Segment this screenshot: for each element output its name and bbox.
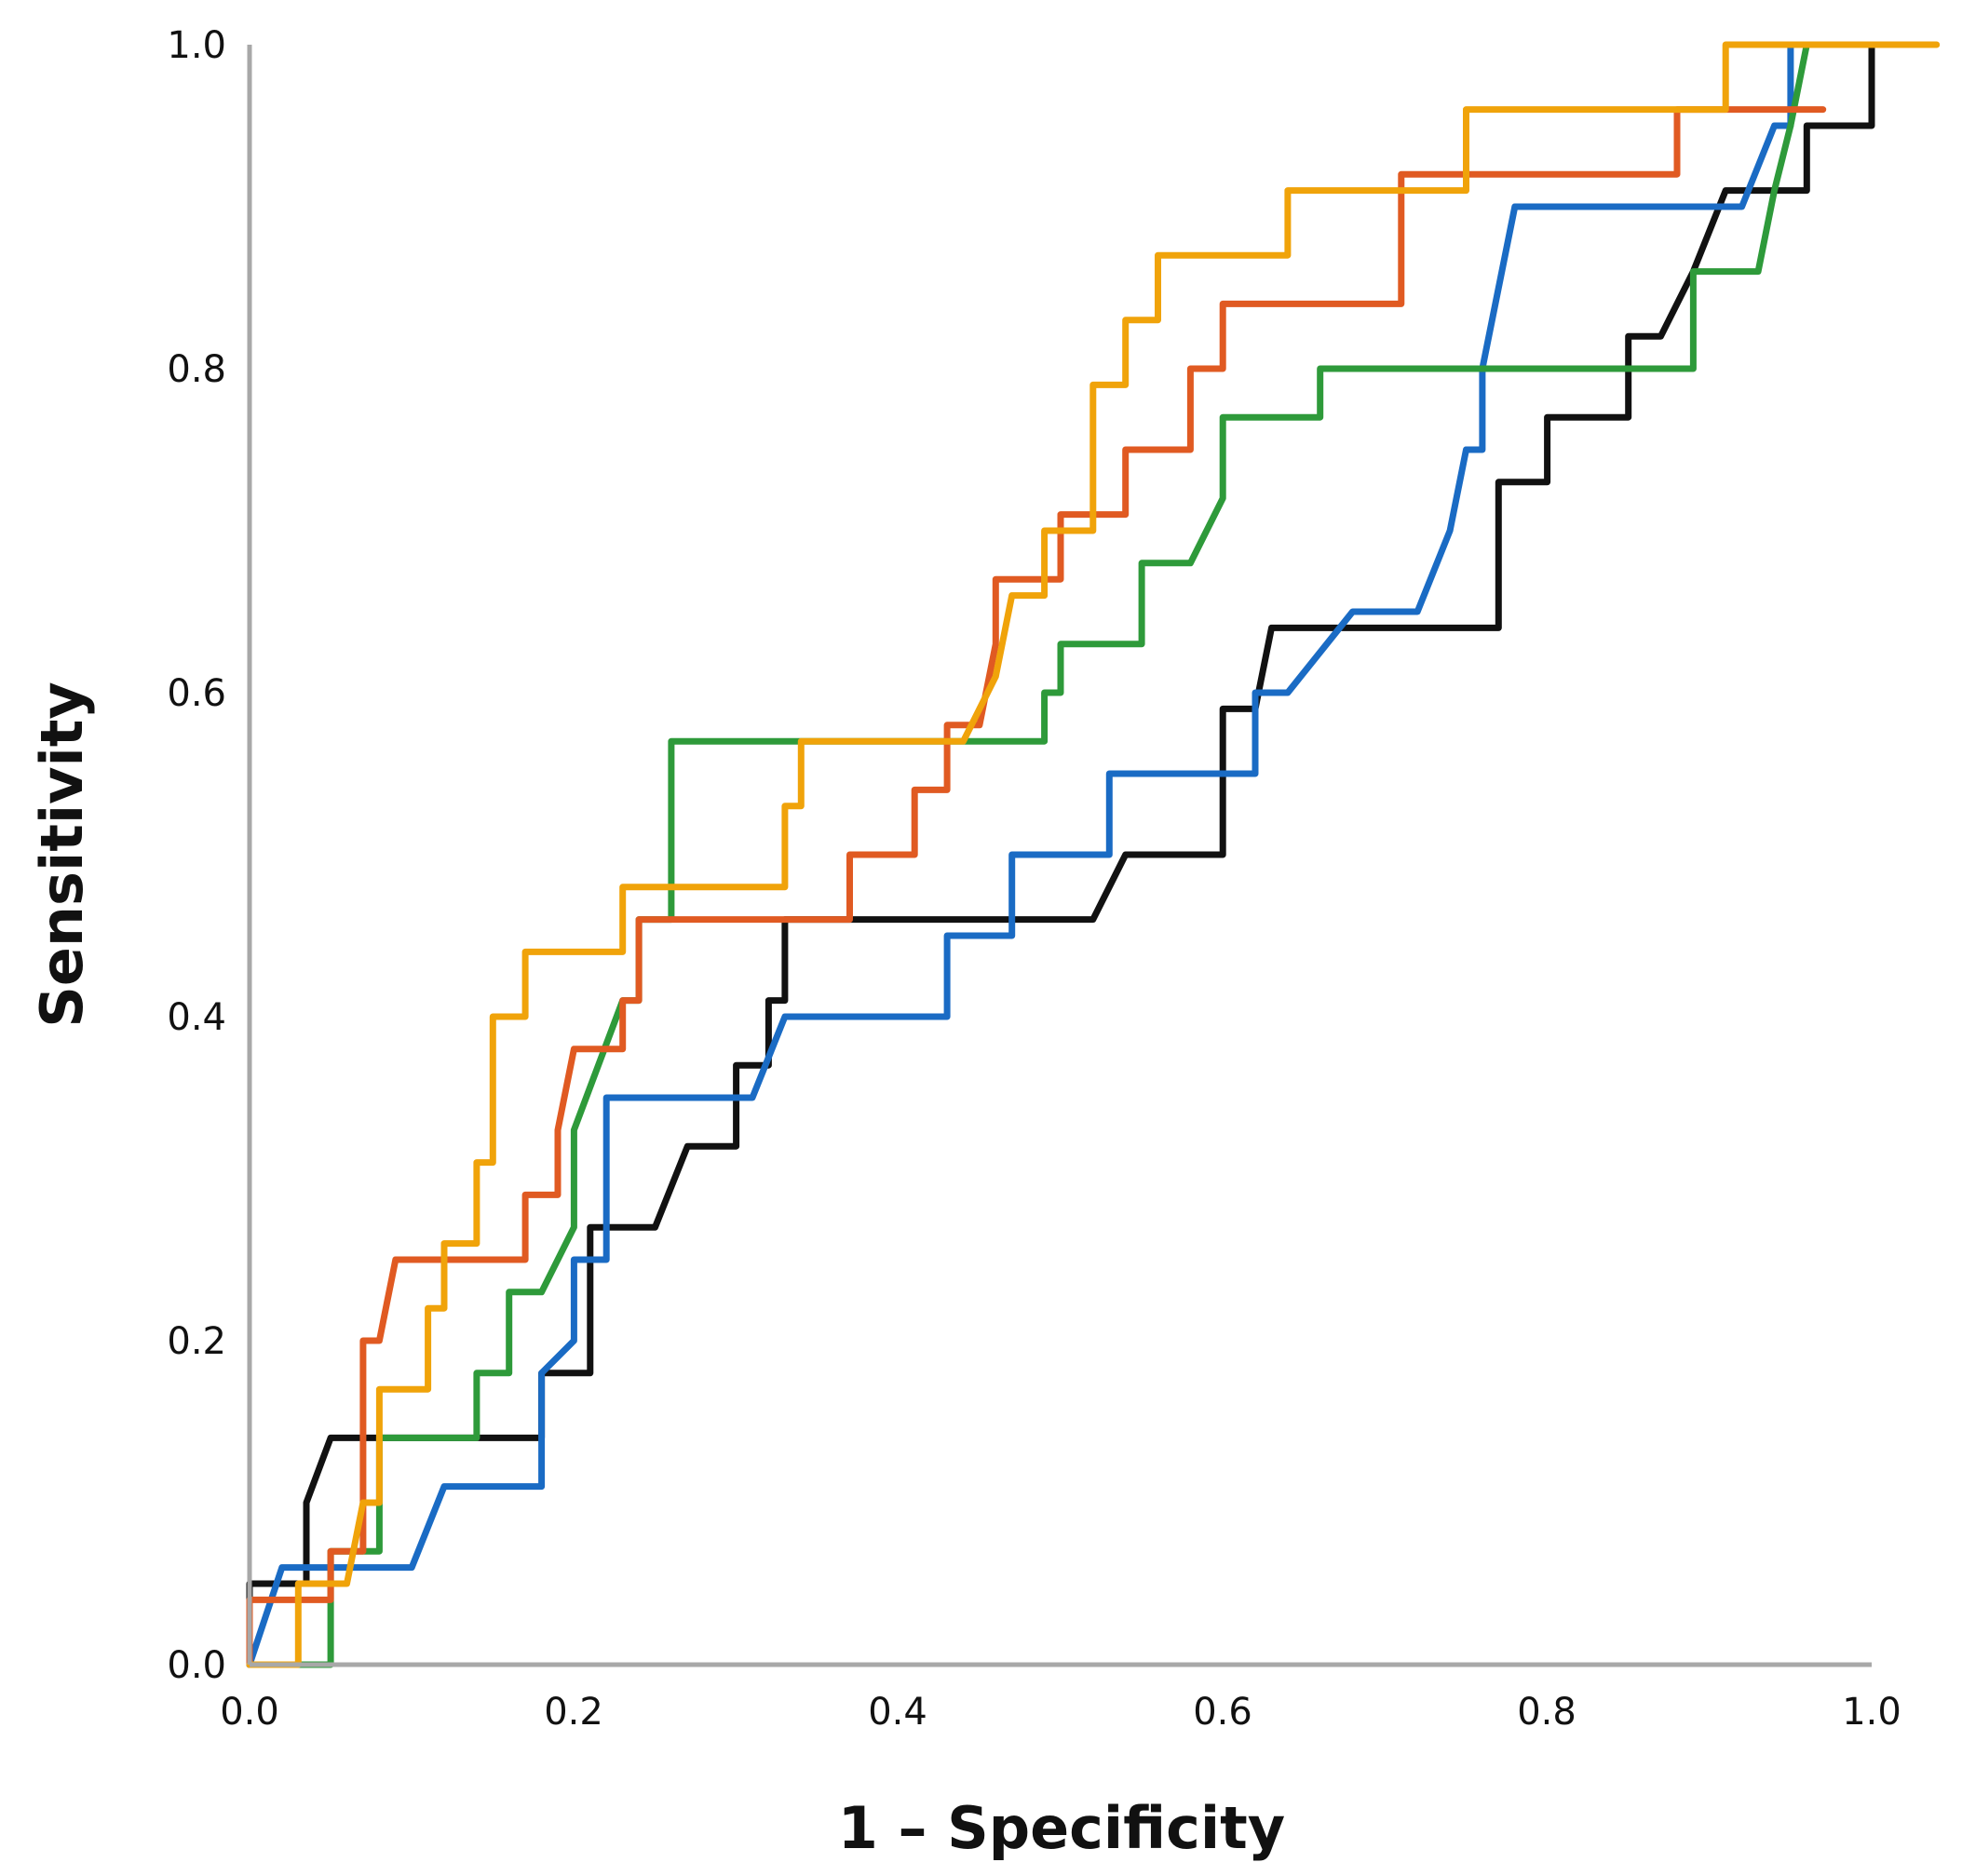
y-tick-label: 0.2: [167, 1320, 226, 1363]
x-tick-label: 0.8: [1517, 1691, 1576, 1734]
series-layer: [246, 41, 1941, 1668]
y-tick-label: 0.6: [167, 672, 226, 715]
roc-curve-orange: [246, 41, 1941, 1668]
x-tick-label: 0.6: [1193, 1691, 1252, 1734]
x-tick-label: 0.0: [220, 1691, 279, 1734]
x-axis-title: 1 – Specificity: [838, 1794, 1285, 1862]
x-tick-label: 0.2: [544, 1691, 603, 1734]
y-tick-labels: 0.0 0.2 0.4 0.6 0.8 1.0: [167, 24, 226, 1687]
x-tick-labels: 0.0 0.2 0.4 0.6 0.8 1.0: [220, 1691, 1901, 1734]
x-tick-label: 0.4: [868, 1691, 927, 1734]
y-tick-label: 0.0: [167, 1644, 226, 1687]
y-tick-label: 0.8: [167, 348, 226, 391]
y-axis-title: Sensitivity: [28, 682, 96, 1028]
y-tick-label: 1.0: [167, 24, 226, 67]
roc-curve-red: [246, 106, 1827, 1668]
x-tick-label: 1.0: [1842, 1691, 1901, 1734]
y-tick-label: 0.4: [167, 996, 226, 1039]
roc-curve-blue: [246, 41, 1843, 1668]
